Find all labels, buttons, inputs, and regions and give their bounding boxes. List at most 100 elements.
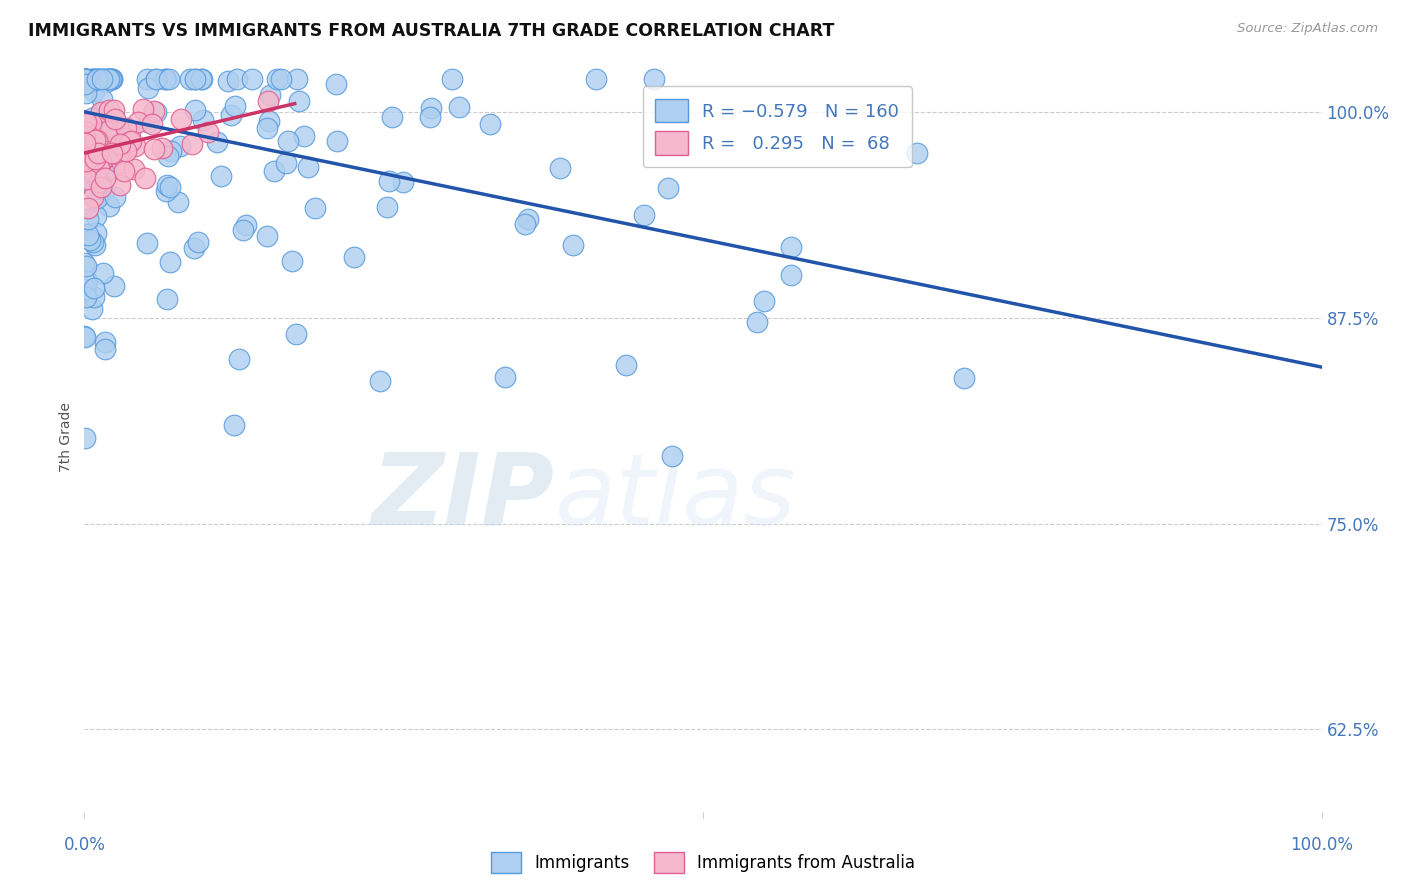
- Point: [270, 71, 292, 86]
- Point: [103, 278, 125, 293]
- Point: [80, 112, 103, 126]
- Point: [277, 134, 299, 148]
- Point: [101, 145, 124, 160]
- Point: [187, 235, 209, 250]
- Point: [280, 254, 302, 268]
- Point: [157, 149, 180, 163]
- Point: [143, 142, 166, 156]
- Point: [97, 71, 120, 86]
- Point: [86, 146, 108, 161]
- Point: [103, 103, 125, 118]
- Point: [73, 71, 96, 86]
- Point: [75, 125, 97, 139]
- Point: [235, 218, 257, 232]
- Legend: Immigrants, Immigrants from Australia: Immigrants, Immigrants from Australia: [484, 846, 922, 880]
- Point: [76, 274, 98, 288]
- Point: [104, 112, 127, 127]
- Point: [478, 117, 501, 131]
- Point: [100, 71, 122, 86]
- Point: [159, 255, 181, 269]
- Point: [155, 71, 177, 86]
- Text: Source: ZipAtlas.com: Source: ZipAtlas.com: [1237, 22, 1378, 36]
- Point: [75, 290, 97, 304]
- Point: [86, 133, 108, 147]
- Point: [83, 71, 105, 86]
- Point: [184, 103, 207, 117]
- Point: [94, 335, 117, 350]
- Point: [83, 84, 105, 98]
- Point: [370, 375, 392, 389]
- Point: [96, 164, 118, 178]
- Point: [561, 238, 583, 252]
- Point: [86, 71, 108, 86]
- Point: [90, 180, 112, 194]
- Point: [93, 139, 115, 153]
- Point: [209, 169, 232, 183]
- Point: [156, 292, 179, 306]
- Point: [98, 137, 121, 152]
- Point: [266, 71, 288, 86]
- Point: [75, 128, 97, 143]
- Point: [75, 114, 97, 128]
- Point: [752, 293, 775, 308]
- Point: [157, 71, 180, 86]
- Point: [288, 94, 311, 108]
- Point: [297, 160, 319, 174]
- Point: [97, 139, 120, 153]
- Point: [73, 255, 96, 269]
- Point: [82, 71, 104, 86]
- Point: [73, 330, 96, 344]
- Point: [93, 183, 115, 197]
- Point: [548, 161, 571, 175]
- Point: [75, 154, 97, 169]
- Point: [86, 191, 108, 205]
- Point: [231, 223, 253, 237]
- Point: [82, 235, 104, 250]
- Point: [257, 94, 280, 108]
- Point: [115, 144, 138, 158]
- Point: [141, 117, 163, 131]
- Point: [86, 71, 108, 86]
- Point: [325, 77, 347, 91]
- Point: [97, 199, 120, 213]
- Point: [91, 153, 114, 168]
- Point: [181, 136, 204, 151]
- Point: [217, 74, 239, 88]
- Point: [292, 128, 315, 143]
- Point: [259, 87, 281, 102]
- Point: [633, 209, 655, 223]
- Point: [101, 71, 124, 86]
- Text: ZIP: ZIP: [371, 449, 554, 546]
- Point: [75, 71, 97, 86]
- Point: [513, 217, 536, 231]
- Point: [91, 266, 114, 280]
- Point: [80, 155, 103, 169]
- Point: [145, 71, 167, 86]
- Point: [73, 431, 96, 445]
- Point: [136, 114, 159, 128]
- Text: IMMIGRANTS VS IMMIGRANTS FROM AUSTRALIA 7TH GRADE CORRELATION CHART: IMMIGRANTS VS IMMIGRANTS FROM AUSTRALIA …: [28, 22, 835, 40]
- Point: [90, 154, 112, 169]
- Point: [73, 136, 96, 151]
- Point: [156, 178, 179, 192]
- Point: [285, 71, 308, 86]
- Point: [83, 152, 105, 166]
- Point: [343, 250, 366, 264]
- Point: [285, 327, 308, 342]
- Point: [420, 101, 443, 115]
- Point: [494, 370, 516, 384]
- Point: [100, 123, 122, 137]
- Point: [375, 200, 398, 214]
- Point: [82, 190, 104, 204]
- Point: [256, 228, 278, 243]
- Point: [97, 71, 120, 86]
- Point: [115, 141, 138, 155]
- Point: [745, 315, 768, 329]
- Point: [449, 100, 471, 114]
- Point: [80, 302, 103, 317]
- Point: [101, 121, 124, 136]
- Point: [440, 71, 463, 86]
- Point: [112, 164, 135, 178]
- Text: atlas: atlas: [554, 449, 796, 546]
- Point: [98, 103, 121, 118]
